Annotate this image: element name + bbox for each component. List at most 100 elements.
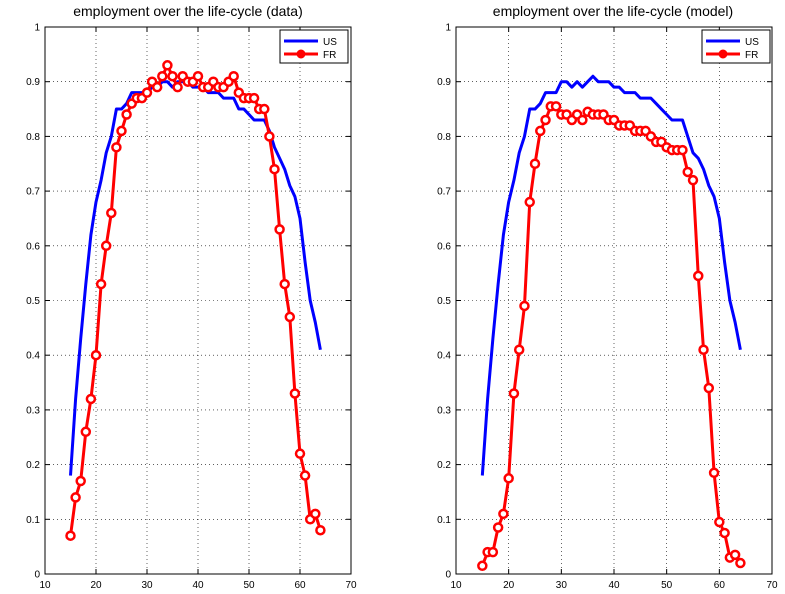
- data-point-fr: [487, 546, 499, 558]
- data-point-fr: [259, 103, 270, 115]
- data-point-fr: [284, 311, 296, 323]
- data-point-fr: [729, 549, 741, 561]
- data-point-fr: [141, 87, 153, 98]
- data-point-fr: [162, 60, 173, 71]
- y-tick-label: 1: [34, 23, 40, 34]
- data-point-fr: [65, 530, 76, 541]
- x-tick-label: 50: [661, 580, 673, 591]
- data-point-fr: [264, 131, 275, 142]
- data-point-fr: [90, 349, 102, 361]
- legend-box: [701, 29, 771, 64]
- y-ticks: 0 0.1 0.2 0.3 0.4 0.5 0.6 0.7 0.8 0.9 1: [26, 23, 351, 581]
- x-ticks: 10 20 30 40 50 60 70: [450, 27, 778, 591]
- data-point-fr: [477, 560, 488, 572]
- series-line-us: [480, 74, 742, 476]
- data-point-fr: [85, 393, 97, 405]
- series-lines: [477, 74, 746, 572]
- x-tick-label: 60: [714, 580, 726, 591]
- x-tick-label: 50: [243, 580, 255, 591]
- x-tick-label: 40: [608, 580, 620, 591]
- data-point-fr: [106, 207, 117, 219]
- x-tick-label: 70: [345, 580, 357, 591]
- y-tick-label: 0.1: [26, 515, 40, 526]
- series-line-us: [69, 80, 322, 476]
- data-point-fr: [550, 101, 562, 112]
- legend-label-fr: FR: [323, 50, 336, 61]
- y-tick-label: 0.8: [437, 132, 451, 143]
- data-point-fr: [735, 557, 746, 569]
- x-ticks: 10 20 30 40 50 60 70: [39, 27, 357, 591]
- data-point-fr: [508, 388, 520, 399]
- data-point-fr: [172, 81, 183, 93]
- data-point-fr: [289, 388, 301, 399]
- data-point-fr: [708, 467, 720, 479]
- data-point-fr: [157, 70, 168, 82]
- chart-model: employment over the life-cycle (model) 1…: [437, 3, 778, 591]
- x-tick-label: 10: [39, 580, 51, 591]
- legend-label-us: US: [745, 37, 759, 48]
- y-tick-label: 0.3: [26, 405, 40, 416]
- data-point-fr: [95, 278, 107, 290]
- data-point-fr: [577, 114, 588, 126]
- y-tick-label: 0.1: [437, 515, 451, 526]
- data-point-fr: [719, 527, 730, 539]
- data-point-fr: [299, 470, 311, 481]
- data-point-fr: [274, 224, 285, 235]
- data-point-fr: [167, 70, 178, 82]
- data-point-fr: [703, 382, 715, 394]
- y-tick-label: 0.9: [26, 77, 40, 88]
- data-point-fr: [503, 473, 514, 484]
- data-point-fr: [100, 240, 112, 252]
- data-point-fr: [75, 475, 86, 487]
- legend-box: [279, 29, 349, 64]
- data-point-fr: [535, 125, 546, 137]
- chart-data: employment over the life-cycle (data) 10…: [26, 3, 357, 591]
- y-tick-label: 1: [445, 23, 451, 34]
- data-point-fr: [513, 344, 525, 355]
- data-point-fr: [682, 166, 693, 178]
- y-tick-label: 0.2: [26, 460, 40, 471]
- legend-label-us: US: [323, 37, 337, 48]
- chart-title: employment over the life-cycle (data): [73, 3, 303, 19]
- data-point-fr: [228, 70, 239, 82]
- legend-marker-fr: [296, 49, 306, 59]
- x-tick-label: 20: [503, 580, 515, 591]
- y-tick-label: 0.2: [437, 460, 451, 471]
- data-point-fr: [310, 508, 321, 520]
- data-point-fr: [698, 344, 709, 355]
- data-point-fr: [524, 196, 535, 208]
- y-tick-label: 0.8: [26, 132, 40, 143]
- data-point-fr: [687, 174, 699, 186]
- y-tick-label: 0.6: [437, 241, 451, 252]
- x-tick-label: 60: [294, 580, 306, 591]
- x-tick-label: 20: [90, 580, 102, 591]
- data-point-fr: [294, 448, 306, 459]
- data-point-fr: [279, 278, 290, 290]
- legend-label-fr: FR: [745, 50, 758, 61]
- data-point-fr: [248, 92, 260, 104]
- y-tick-label: 0: [34, 570, 40, 581]
- data-point-fr: [269, 163, 280, 175]
- data-point-fr: [498, 508, 509, 520]
- chart-title: employment over the life-cycle (model): [493, 3, 733, 19]
- data-point-fr: [315, 524, 326, 536]
- data-point-fr: [519, 300, 530, 312]
- y-tick-label: 0.7: [26, 187, 40, 198]
- series-lines: [65, 60, 326, 541]
- data-point-fr: [492, 522, 504, 533]
- y-tick-label: 0.5: [26, 296, 40, 307]
- data-point-fr: [111, 142, 122, 153]
- x-tick-label: 30: [556, 580, 568, 591]
- data-point-fr: [540, 114, 551, 126]
- data-point-fr: [80, 426, 92, 438]
- legend: US FR: [279, 29, 349, 64]
- data-point-fr: [70, 492, 81, 503]
- y-tick-label: 0.5: [437, 296, 451, 307]
- y-tick-label: 0.4: [437, 351, 451, 362]
- x-tick-label: 10: [450, 580, 462, 591]
- y-tick-label: 0.7: [437, 187, 451, 198]
- data-point-fr: [677, 144, 688, 156]
- data-point-fr: [192, 70, 204, 82]
- y-tick-label: 0.4: [26, 351, 40, 362]
